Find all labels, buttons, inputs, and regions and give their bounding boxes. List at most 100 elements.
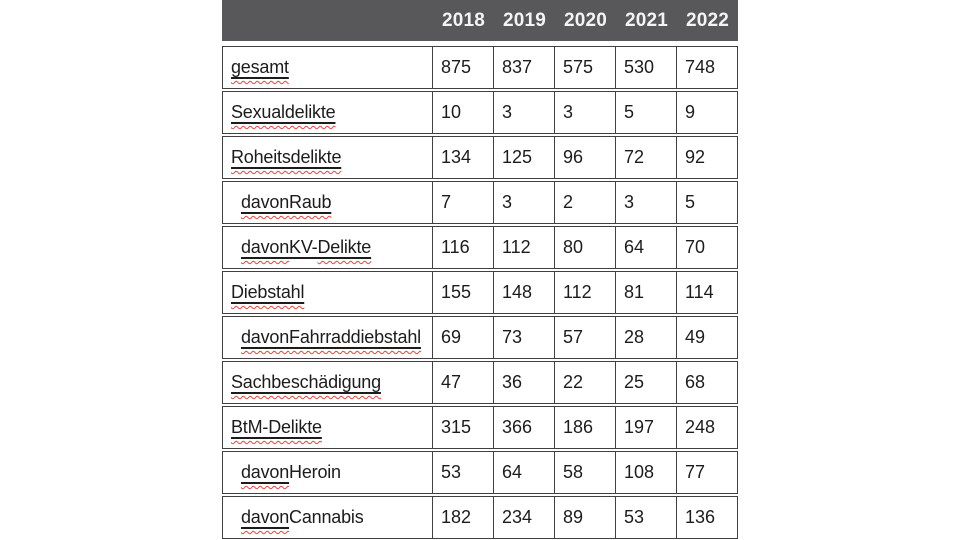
value-cell[interactable]: 3 — [494, 181, 555, 224]
value-cell[interactable]: 81 — [616, 271, 677, 314]
value-cell[interactable]: 47 — [433, 361, 494, 404]
value-cell[interactable]: 3 — [616, 181, 677, 224]
value-cell[interactable]: 112 — [555, 271, 616, 314]
value-cell[interactable]: 3 — [555, 91, 616, 134]
value-cell[interactable]: 53 — [433, 451, 494, 494]
value-cell[interactable]: 112 — [494, 226, 555, 269]
value-cell[interactable]: 10 — [433, 91, 494, 134]
label-cell[interactable]: Sachbeschädigung — [222, 361, 433, 404]
value-cell[interactable]: 875 — [433, 46, 494, 89]
table-row: BtM-Delikte 315 366 186 197 248 — [222, 406, 738, 449]
label-text-segment: KV- — [289, 237, 318, 257]
value-cell[interactable]: 116 — [433, 226, 494, 269]
value-cell[interactable]: 155 — [433, 271, 494, 314]
value-cell[interactable]: 77 — [677, 451, 738, 494]
value-cell[interactable]: 49 — [677, 316, 738, 359]
label-text-segment: BtM-Delikte — [231, 417, 322, 437]
value-cell[interactable]: 69 — [433, 316, 494, 359]
year-header-cell[interactable]: 2022 — [685, 9, 730, 31]
value-cell[interactable]: 92 — [677, 136, 738, 179]
value-cell[interactable]: 22 — [555, 361, 616, 404]
value-cell[interactable]: 134 — [433, 136, 494, 179]
value-cell[interactable]: 80 — [555, 226, 616, 269]
value-cell[interactable]: 182 — [433, 496, 494, 539]
label-text-segment: Diebstahl — [231, 282, 305, 302]
value-cell[interactable]: 72 — [616, 136, 677, 179]
label-cell[interactable]: davon Heroin — [222, 451, 433, 494]
value-cell[interactable]: 96 — [555, 136, 616, 179]
label-text-segment: Raub — [289, 192, 332, 212]
table-row: davon Heroin 53 64 58 108 77 — [222, 451, 738, 494]
label-text-segment: Cannabis — [289, 507, 364, 527]
value-cell[interactable]: 68 — [677, 361, 738, 404]
label-cell[interactable]: Roheitsdelikte — [222, 136, 433, 179]
value-cell[interactable]: 25 — [616, 361, 677, 404]
table-row: davon Raub 7 3 2 3 5 — [222, 181, 738, 224]
value-cell[interactable]: 53 — [616, 496, 677, 539]
value-cell[interactable]: 575 — [555, 46, 616, 89]
value-cell[interactable]: 125 — [494, 136, 555, 179]
value-cell[interactable]: 7 — [433, 181, 494, 224]
value-cell[interactable]: 136 — [677, 496, 738, 539]
label-cell[interactable]: davon Raub — [222, 181, 433, 224]
value-cell[interactable]: 530 — [616, 46, 677, 89]
header-label-spacer — [222, 0, 433, 41]
value-cell[interactable]: 64 — [494, 451, 555, 494]
value-cell[interactable]: 5 — [616, 91, 677, 134]
value-cell[interactable]: 89 — [555, 496, 616, 539]
table-row: davon Cannabis 182 234 89 53 136 — [222, 496, 738, 539]
year-header-cell[interactable]: 2021 — [624, 9, 669, 31]
value-cell[interactable]: 3 — [494, 91, 555, 134]
value-cell[interactable]: 197 — [616, 406, 677, 449]
value-cell[interactable]: 28 — [616, 316, 677, 359]
table-row: Roheitsdelikte 134 125 96 72 92 — [222, 136, 738, 179]
label-text-segment: davon — [241, 192, 290, 212]
table-row: davon Fahrraddiebstahl 69 73 57 28 49 — [222, 316, 738, 359]
value-cell[interactable]: 57 — [555, 316, 616, 359]
label-text-segment: Sexualdelikte — [231, 102, 336, 122]
label-text-segment: Sachbeschädigung — [231, 372, 381, 392]
table-row: Diebstahl 155 148 112 81 114 — [222, 271, 738, 314]
label-cell[interactable]: davon KV- Delikte — [222, 226, 433, 269]
value-cell[interactable]: 315 — [433, 406, 494, 449]
label-text-segment: davon — [241, 507, 290, 527]
value-cell[interactable]: 5 — [677, 181, 738, 224]
value-cell[interactable]: 73 — [494, 316, 555, 359]
value-cell[interactable]: 114 — [677, 271, 738, 314]
value-cell[interactable]: 58 — [555, 451, 616, 494]
label-text-segment: Heroin — [289, 462, 341, 482]
value-cell[interactable]: 9 — [677, 91, 738, 134]
label-text-segment: gesamt — [231, 57, 289, 77]
label-text-segment: davon — [241, 327, 290, 347]
value-cell[interactable]: 36 — [494, 361, 555, 404]
label-text-segment: davon — [241, 462, 290, 482]
value-cell[interactable]: 837 — [494, 46, 555, 89]
value-cell[interactable]: 234 — [494, 496, 555, 539]
value-cell[interactable]: 108 — [616, 451, 677, 494]
year-header-cell[interactable]: 2019 — [502, 9, 547, 31]
year-header-cell[interactable]: 2020 — [563, 9, 608, 31]
value-cell[interactable]: 186 — [555, 406, 616, 449]
label-cell[interactable]: Diebstahl — [222, 271, 433, 314]
value-cell[interactable]: 70 — [677, 226, 738, 269]
table-header-row: 2018 2019 2020 2021 2022 — [222, 0, 738, 41]
value-cell[interactable]: 148 — [494, 271, 555, 314]
label-cell[interactable]: BtM-Delikte — [222, 406, 433, 449]
table-row: gesamt 875 837 575 530 748 — [222, 46, 738, 89]
value-cell[interactable]: 248 — [677, 406, 738, 449]
table-row: Sexualdelikte 10 3 3 5 9 — [222, 91, 738, 134]
year-header-cell[interactable]: 2018 — [441, 9, 486, 31]
table-row: davon KV- Delikte 116 112 80 64 70 — [222, 226, 738, 269]
label-text-segment: Delikte — [317, 237, 372, 257]
label-cell[interactable]: gesamt — [222, 46, 433, 89]
value-cell[interactable]: 64 — [616, 226, 677, 269]
value-cell[interactable]: 748 — [677, 46, 738, 89]
label-cell[interactable]: davon Cannabis — [222, 496, 433, 539]
label-cell[interactable]: Sexualdelikte — [222, 91, 433, 134]
label-text-segment: davon — [241, 237, 290, 257]
value-cell[interactable]: 366 — [494, 406, 555, 449]
value-cell[interactable]: 2 — [555, 181, 616, 224]
label-cell[interactable]: davon Fahrraddiebstahl — [222, 316, 433, 359]
table-row: Sachbeschädigung 47 36 22 25 68 — [222, 361, 738, 404]
